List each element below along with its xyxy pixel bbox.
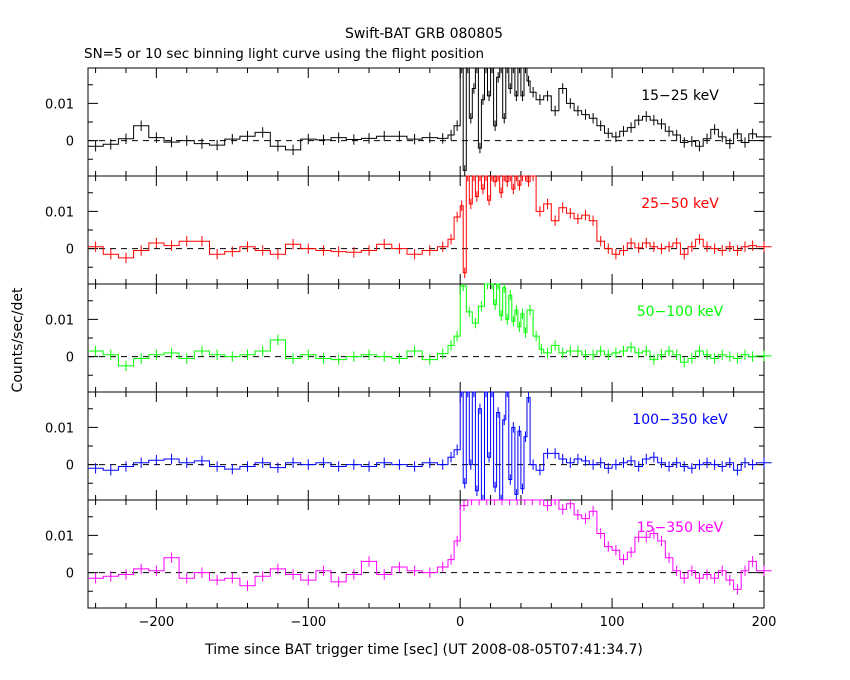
x-tick-label: 100 bbox=[600, 615, 625, 630]
panel-4: 0 0.01 100−350 keV bbox=[45, 391, 772, 501]
panel-3: 0 0.01 50−100 keV bbox=[45, 283, 772, 393]
chart-title: Swift-BAT GRB 080805 bbox=[345, 26, 503, 42]
panel-5: 0 0.01 15−350 keV −200 −100 0 100 200 bbox=[45, 499, 777, 630]
panel-frame bbox=[87, 391, 765, 501]
panel-frame bbox=[87, 67, 765, 177]
series-line bbox=[88, 283, 772, 367]
x-tick-label: 200 bbox=[752, 615, 777, 630]
y-tick-label: 0 bbox=[66, 567, 74, 582]
series-label: 100−350 keV bbox=[632, 412, 728, 428]
panel-1: 0 0.01 15−25 keV bbox=[45, 67, 772, 177]
panel-frame bbox=[87, 499, 765, 609]
x-axis-label: Time since BAT trigger time [sec] (UT 20… bbox=[204, 642, 643, 658]
series-line bbox=[88, 175, 772, 274]
y-tick-label: 0.01 bbox=[45, 205, 74, 220]
series-line bbox=[88, 391, 772, 501]
y-tick-label: 0 bbox=[66, 351, 74, 366]
chart-subtitle: SN=5 or 10 sec binning light curve using… bbox=[84, 46, 484, 62]
y-axis-label: Counts/sec/det bbox=[10, 287, 26, 392]
panel-frame bbox=[87, 175, 765, 285]
y-tick-label: 0.01 bbox=[45, 313, 74, 328]
x-tick-label: −100 bbox=[290, 615, 326, 630]
y-tick-label: 0.01 bbox=[45, 421, 74, 436]
x-tick-label: 0 bbox=[456, 615, 464, 630]
panel-frame bbox=[87, 283, 765, 393]
series-label: 25−50 keV bbox=[641, 196, 719, 212]
series-label: 15−350 keV bbox=[637, 520, 724, 536]
series-label: 50−100 keV bbox=[637, 304, 724, 320]
panels: 0 0.01 15−25 keV 0 0.01 25−50 keV 0 0.01 50−100 … bbox=[45, 67, 777, 630]
y-tick-label: 0.01 bbox=[45, 529, 74, 544]
y-tick-label: 0.01 bbox=[45, 97, 74, 112]
y-tick-label: 0 bbox=[66, 135, 74, 150]
series-line bbox=[88, 67, 772, 171]
series-label: 15−25 keV bbox=[641, 88, 719, 104]
y-tick-label: 0 bbox=[66, 459, 74, 474]
panel-2: 0 0.01 25−50 keV bbox=[45, 175, 772, 285]
x-tick-label: −200 bbox=[139, 615, 175, 630]
y-tick-label: 0 bbox=[66, 243, 74, 258]
